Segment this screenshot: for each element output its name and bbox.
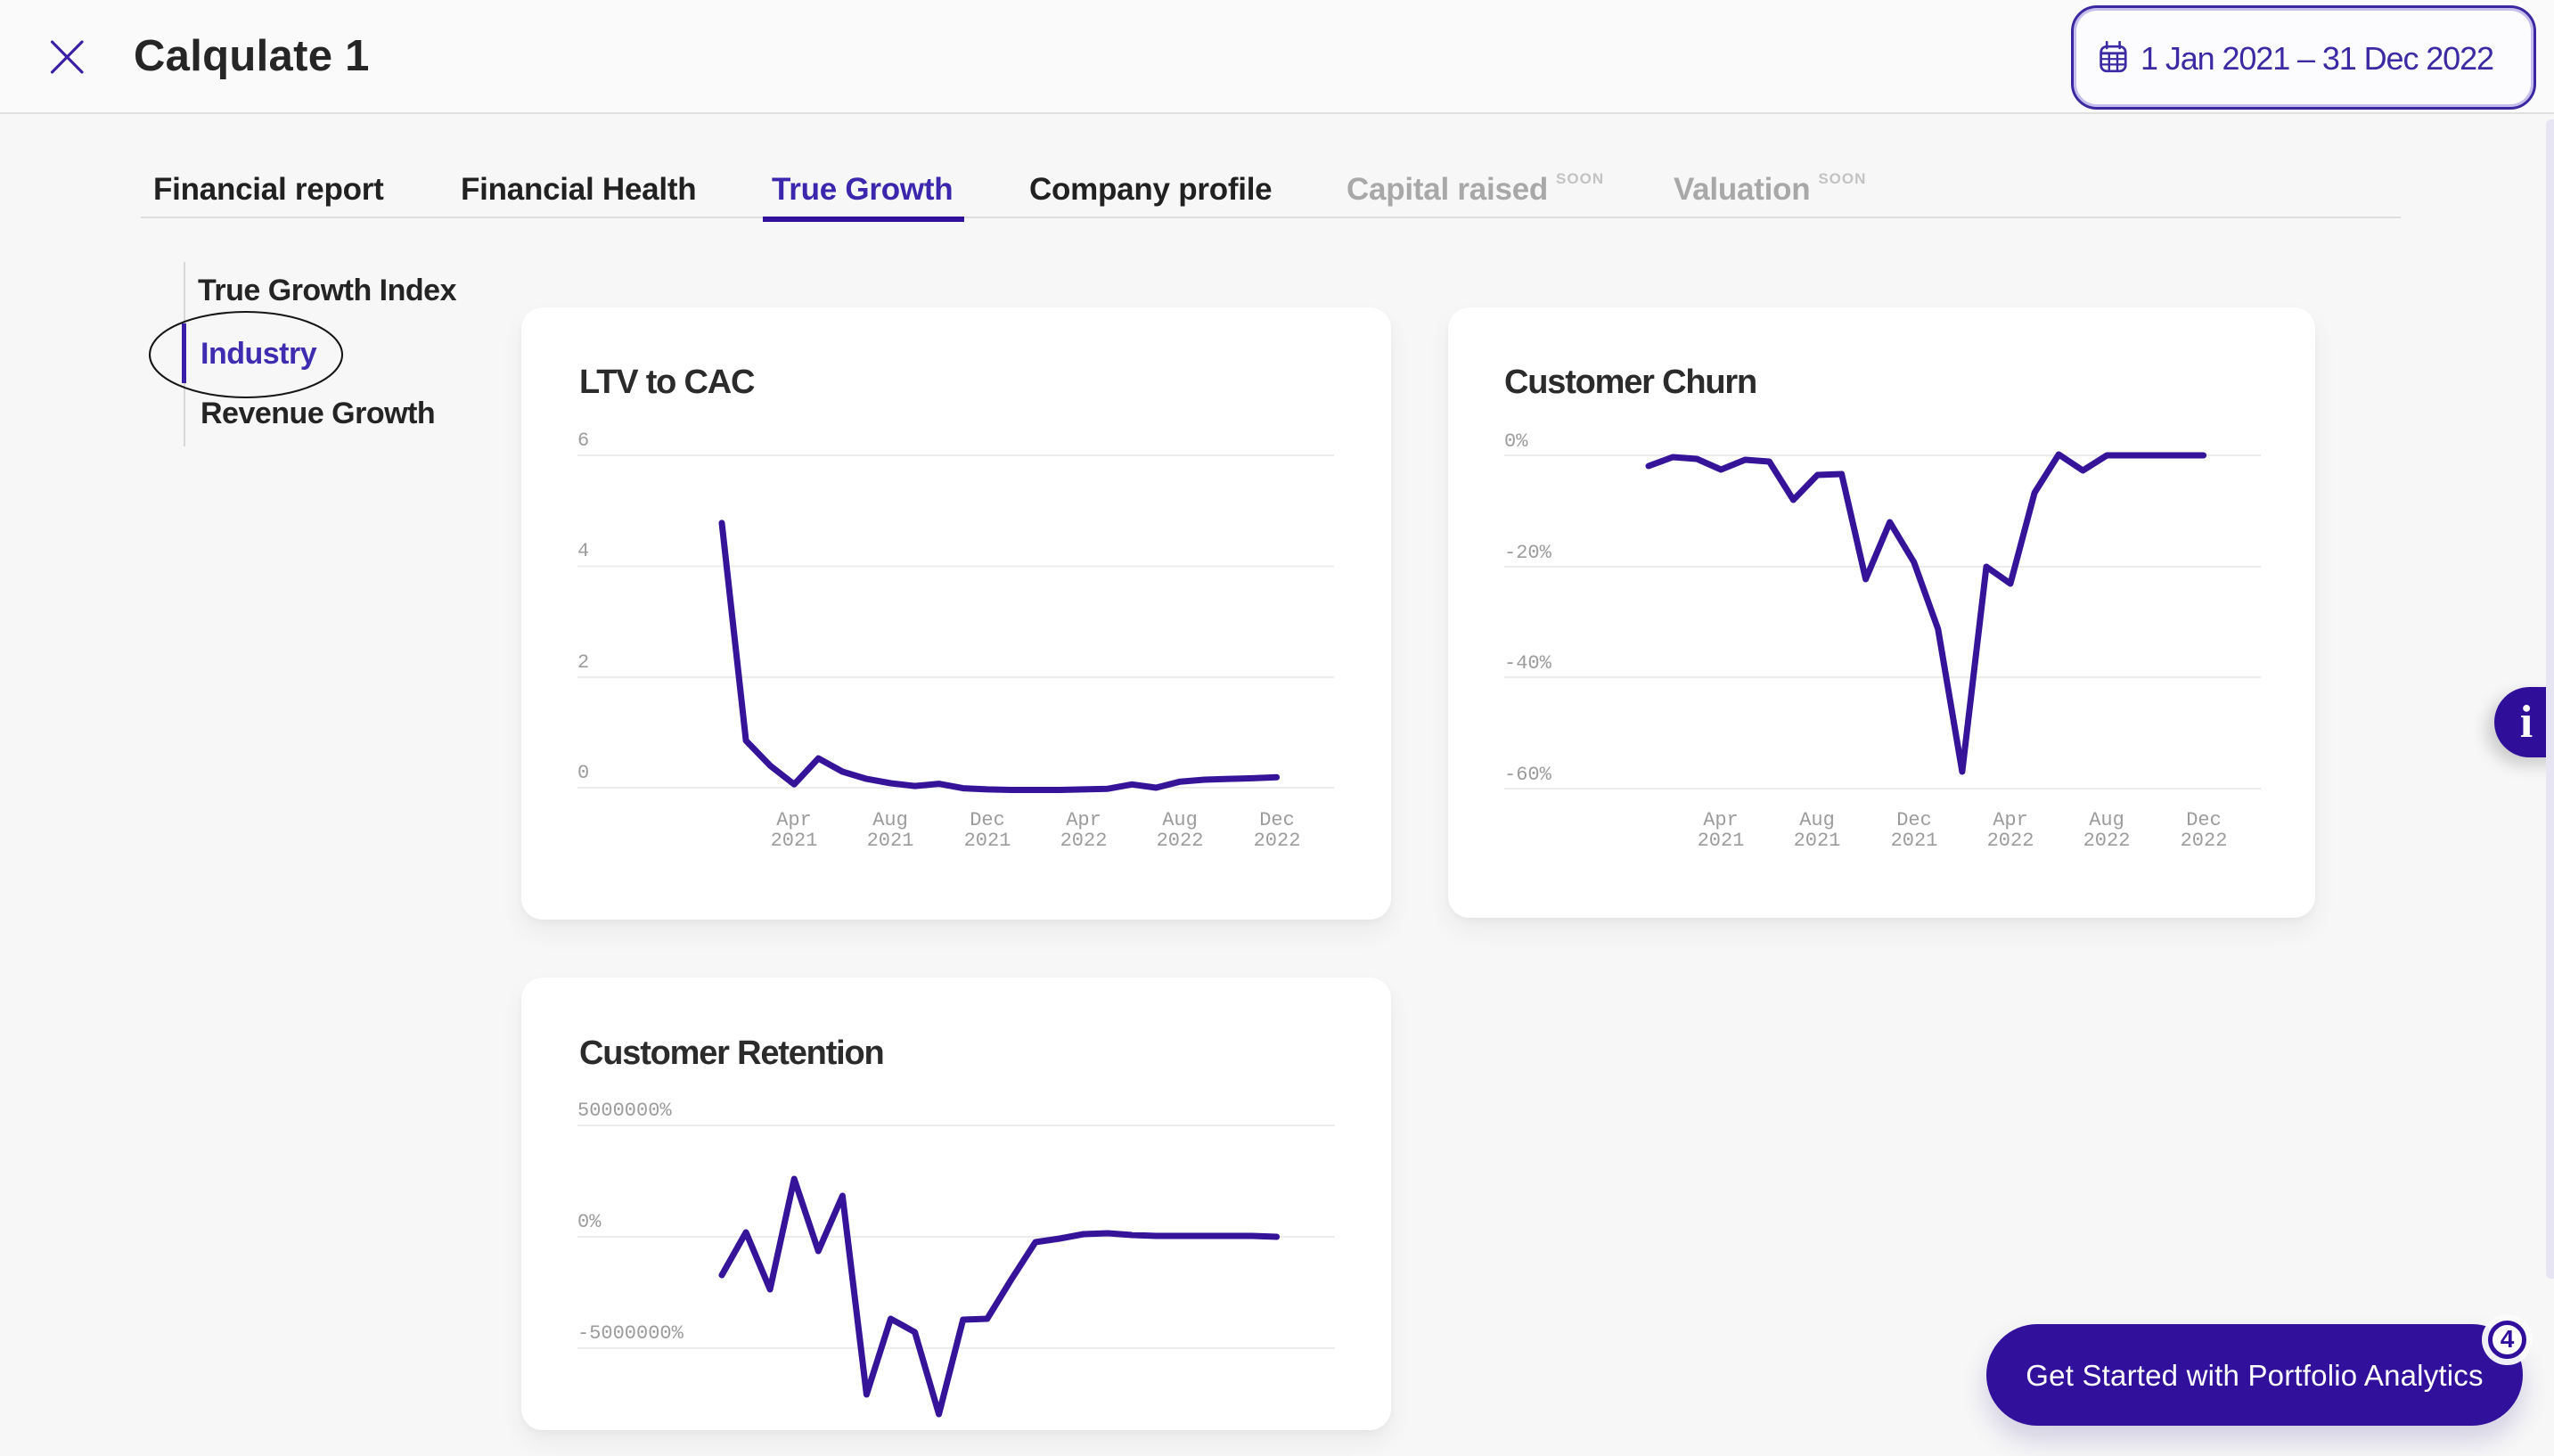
svg-text:Aug: Aug bbox=[2089, 809, 2124, 831]
svg-text:2021: 2021 bbox=[771, 830, 818, 852]
svg-text:-20%: -20% bbox=[1504, 542, 1552, 564]
svg-text:2022: 2022 bbox=[1254, 830, 1301, 852]
svg-text:Apr: Apr bbox=[776, 809, 812, 831]
svg-text:Dec: Dec bbox=[2186, 809, 2222, 831]
svg-text:Dec: Dec bbox=[1259, 809, 1295, 831]
svg-text:Apr: Apr bbox=[1066, 809, 1101, 831]
svg-text:2022: 2022 bbox=[1987, 830, 2034, 852]
svg-text:Apr: Apr bbox=[1703, 809, 1739, 831]
svg-text:Dec: Dec bbox=[1896, 809, 1932, 831]
svg-text:6: 6 bbox=[577, 429, 589, 452]
svg-text:2022: 2022 bbox=[1060, 830, 1108, 852]
svg-text:2: 2 bbox=[577, 651, 589, 674]
svg-text:Aug: Aug bbox=[1162, 809, 1198, 831]
svg-text:-60%: -60% bbox=[1504, 764, 1552, 786]
svg-text:Aug: Aug bbox=[872, 809, 908, 831]
svg-text:2021: 2021 bbox=[867, 830, 914, 852]
svg-text:0%: 0% bbox=[1504, 430, 1528, 453]
svg-text:Apr: Apr bbox=[1993, 809, 2028, 831]
svg-text:2021: 2021 bbox=[1698, 830, 1745, 852]
svg-text:-40%: -40% bbox=[1504, 652, 1552, 675]
svg-text:2022: 2022 bbox=[2181, 830, 2228, 852]
svg-text:2022: 2022 bbox=[1157, 830, 1204, 852]
svg-text:2021: 2021 bbox=[964, 830, 1011, 852]
svg-text:2021: 2021 bbox=[1794, 830, 1841, 852]
svg-text:4: 4 bbox=[577, 540, 589, 562]
svg-text:Aug: Aug bbox=[1799, 809, 1835, 831]
svg-text:-5000000%: -5000000% bbox=[577, 1322, 684, 1345]
svg-text:0%: 0% bbox=[577, 1211, 602, 1233]
svg-text:5000000%: 5000000% bbox=[577, 1100, 672, 1122]
svg-text:0: 0 bbox=[577, 762, 589, 784]
svg-text:2022: 2022 bbox=[2083, 830, 2131, 852]
svg-text:2021: 2021 bbox=[1891, 830, 1938, 852]
svg-text:Dec: Dec bbox=[970, 809, 1005, 831]
